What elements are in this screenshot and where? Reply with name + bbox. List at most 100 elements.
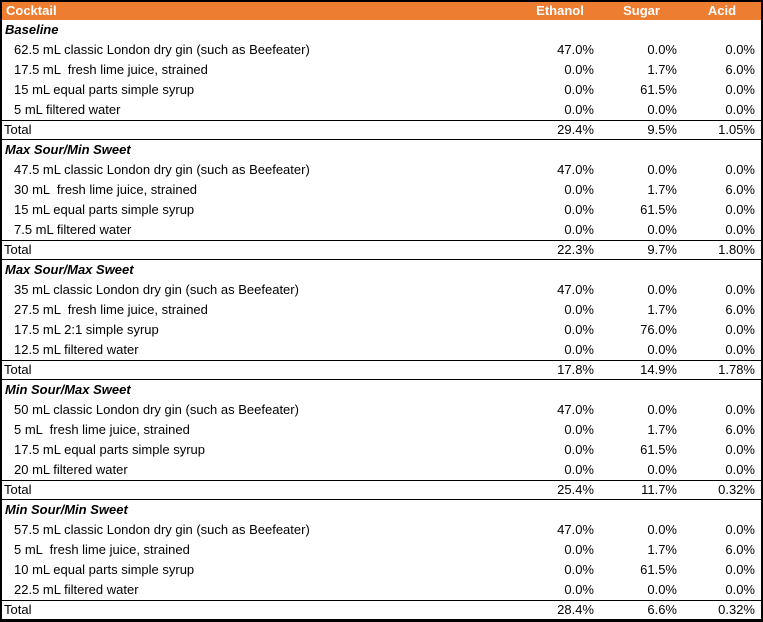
acid-value: 0.0% bbox=[725, 462, 755, 477]
acid-value: 6.0% bbox=[725, 62, 755, 77]
sugar-value: 61.5% bbox=[640, 202, 677, 217]
ingredient-row: 50 mL classic London dry gin (such as Be… bbox=[2, 400, 761, 420]
total-ethanol-value: 25.4% bbox=[557, 482, 594, 497]
ingredient-label: 17.5 mL fresh lime juice, strained bbox=[14, 62, 208, 77]
total-sugar-value: 6.6% bbox=[647, 602, 677, 617]
acid-value: 0.0% bbox=[725, 82, 755, 97]
total-acid-value: 1.80% bbox=[718, 242, 755, 257]
ethanol-value: 0.0% bbox=[564, 422, 594, 437]
ingredient-row: 17.5 mL 2:1 simple syrup 0.0% 76.0% 0.0% bbox=[2, 320, 761, 340]
section-title: Min Sour/Min Sweet bbox=[5, 502, 128, 517]
ingredient-label: 62.5 mL classic London dry gin (such as … bbox=[14, 42, 310, 57]
section-title: Max Sour/Min Sweet bbox=[5, 142, 131, 157]
total-label: Total bbox=[4, 362, 32, 377]
sugar-value: 61.5% bbox=[640, 442, 677, 457]
total-row: Total 29.4% 9.5% 1.05% bbox=[2, 120, 761, 140]
sugar-value: 0.0% bbox=[647, 522, 677, 537]
acid-value: 0.0% bbox=[725, 342, 755, 357]
ingredient-label: 10 mL equal parts simple syrup bbox=[14, 562, 195, 577]
ethanol-value: 0.0% bbox=[564, 182, 594, 197]
ethanol-value: 0.0% bbox=[564, 322, 594, 337]
acid-value: 0.0% bbox=[725, 222, 755, 237]
section-title: Baseline bbox=[5, 22, 59, 37]
ingredient-label: 30 mL fresh lime juice, strained bbox=[14, 182, 198, 197]
ingredient-label: 5 mL fresh lime juice, strained bbox=[14, 542, 190, 557]
total-ethanol-value: 28.4% bbox=[557, 602, 594, 617]
ingredient-label: 20 mL filtered water bbox=[14, 462, 128, 477]
ethanol-value: 0.0% bbox=[564, 202, 594, 217]
table-body: Baseline 62.5 mL classic London dry gin (… bbox=[2, 20, 761, 620]
total-row: Total 25.4% 11.7% 0.32% bbox=[2, 480, 761, 500]
total-sugar-value: 11.7% bbox=[641, 482, 677, 497]
sugar-value: 61.5% bbox=[640, 562, 677, 577]
sugar-value: 0.0% bbox=[647, 42, 677, 57]
ingredient-label: 22.5 mL filtered water bbox=[14, 582, 139, 597]
section-title-row: Min Sour/Max Sweet bbox=[2, 380, 761, 400]
table-header-row: Cocktail Ethanol Sugar Acid bbox=[2, 2, 761, 20]
total-sugar-value: 9.7% bbox=[647, 242, 677, 257]
total-acid-value: 1.05% bbox=[718, 122, 755, 137]
ingredient-row: 17.5 mL fresh lime juice, strained 0.0% 1.… bbox=[2, 60, 761, 80]
total-ethanol-value: 29.4% bbox=[557, 122, 594, 137]
total-ethanol-value: 17.8% bbox=[557, 362, 594, 377]
acid-value: 0.0% bbox=[725, 562, 755, 577]
ethanol-value: 0.0% bbox=[564, 462, 594, 477]
column-header-cocktail: Cocktail bbox=[6, 3, 57, 18]
acid-value: 0.0% bbox=[725, 282, 755, 297]
section-title: Min Sour/Max Sweet bbox=[5, 382, 131, 397]
acid-value: 0.0% bbox=[725, 162, 755, 177]
sugar-value: 0.0% bbox=[647, 402, 677, 417]
ingredient-row: 10 mL equal parts simple syrup 0.0% 61.5% 0… bbox=[2, 560, 761, 580]
ingredient-label: 5 mL fresh lime juice, strained bbox=[14, 422, 190, 437]
ingredient-label: 15 mL equal parts simple syrup bbox=[14, 82, 195, 97]
sugar-value: 0.0% bbox=[647, 162, 677, 177]
column-header-sugar: Sugar bbox=[623, 3, 660, 18]
ingredient-label: 12.5 mL filtered water bbox=[14, 342, 139, 357]
total-sugar-value: 14.9% bbox=[640, 362, 677, 377]
total-label: Total bbox=[4, 482, 32, 497]
ingredient-row: 20 mL filtered water 0.0% 0.0% 0.0% bbox=[2, 460, 761, 480]
total-sugar-value: 9.5% bbox=[647, 122, 677, 137]
ethanol-value: 0.0% bbox=[564, 342, 594, 357]
sugar-value: 0.0% bbox=[647, 342, 677, 357]
sugar-value: 0.0% bbox=[647, 462, 677, 477]
ethanol-value: 0.0% bbox=[564, 442, 594, 457]
total-label: Total bbox=[4, 242, 32, 257]
ethanol-value: 0.0% bbox=[564, 562, 594, 577]
ethanol-value: 47.0% bbox=[557, 522, 594, 537]
ethanol-value: 47.0% bbox=[557, 42, 594, 57]
total-acid-value: 0.32% bbox=[718, 602, 755, 617]
acid-value: 0.0% bbox=[725, 42, 755, 57]
ethanol-value: 0.0% bbox=[564, 302, 594, 317]
ingredient-row: 5 mL fresh lime juice, strained 0.0% 1.7% 6… bbox=[2, 540, 761, 560]
sugar-value: 1.7% bbox=[647, 542, 677, 557]
total-label: Total bbox=[4, 122, 32, 137]
ingredient-row: 7.5 mL filtered water 0.0% 0.0% 0.0% bbox=[2, 220, 761, 240]
total-row: Total 28.4% 6.6% 0.32% bbox=[2, 600, 761, 620]
column-header-acid: Acid bbox=[707, 3, 737, 18]
acid-value: 0.0% bbox=[725, 102, 755, 117]
total-row: Total 17.8% 14.9% 1.78% bbox=[2, 360, 761, 380]
ingredient-label: 5 mL filtered water bbox=[14, 102, 121, 117]
ingredient-label: 57.5 mL classic London dry gin (such as … bbox=[14, 522, 310, 537]
acid-value: 6.0% bbox=[725, 302, 755, 317]
ethanol-value: 47.0% bbox=[557, 162, 594, 177]
total-label: Total bbox=[4, 602, 32, 617]
sugar-value: 0.0% bbox=[647, 282, 677, 297]
ingredient-label: 35 mL classic London dry gin (such as Be… bbox=[14, 282, 299, 297]
ingredient-label: 27.5 mL fresh lime juice, strained bbox=[14, 302, 208, 317]
ethanol-value: 0.0% bbox=[564, 62, 594, 77]
ingredient-row: 5 mL filtered water 0.0% 0.0% 0.0% bbox=[2, 100, 761, 120]
ingredient-row: 57.5 mL classic London dry gin (such as … bbox=[2, 520, 761, 540]
ethanol-value: 47.0% bbox=[557, 402, 594, 417]
ethanol-value: 47.0% bbox=[557, 282, 594, 297]
ethanol-value: 0.0% bbox=[564, 542, 594, 557]
acid-value: 0.0% bbox=[725, 202, 755, 217]
ingredient-row: 17.5 mL equal parts simple syrup 0.0% 61.5… bbox=[2, 440, 761, 460]
ethanol-value: 0.0% bbox=[564, 222, 594, 237]
acid-value: 0.0% bbox=[725, 402, 755, 417]
ingredient-label: 17.5 mL equal parts simple syrup bbox=[14, 442, 206, 457]
acid-value: 6.0% bbox=[725, 422, 755, 437]
ingredient-row: 15 mL equal parts simple syrup 0.0% 61.5% 0… bbox=[2, 80, 761, 100]
ingredient-row: 47.5 mL classic London dry gin (such as … bbox=[2, 160, 761, 180]
